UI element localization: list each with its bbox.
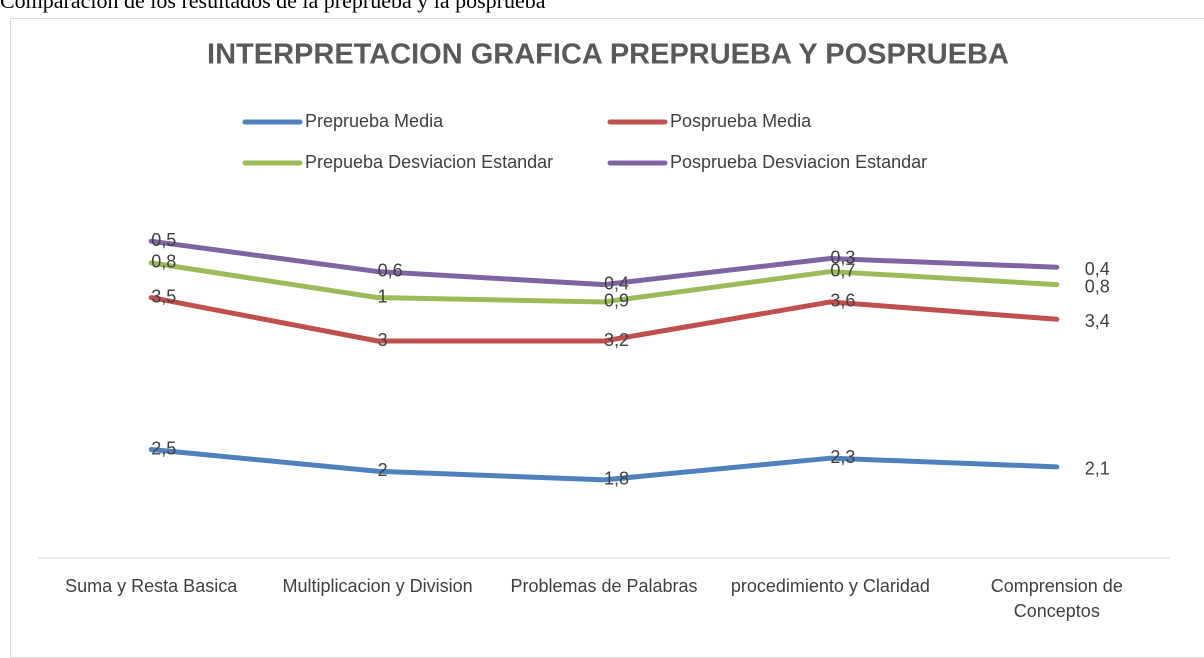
x-tick-label: Suma y Resta Basica	[65, 576, 238, 596]
data-label: 2,3	[830, 447, 855, 467]
legend-label: Prepueba Desviacion Estandar	[305, 152, 553, 172]
data-label: 2	[378, 460, 388, 480]
x-tick-label: Multiplicacion y Division	[282, 576, 473, 596]
x-tick-label: Comprension de Conceptos	[990, 576, 1123, 621]
x-tick-label: Problemas de Palabras	[510, 576, 698, 596]
data-label: 0,8	[1085, 276, 1110, 296]
data-label: 0,4	[604, 273, 629, 293]
chart-title: INTERPRETACION GRAFICA PREPRUEBA Y POSPR…	[207, 39, 1009, 71]
data-label: 3,2	[604, 330, 629, 350]
data-label: 3,4	[1085, 311, 1110, 331]
legend-label: Posprueba Media	[670, 111, 812, 131]
data-label: 3,5	[151, 286, 176, 306]
data-label: 0,6	[378, 260, 403, 280]
data-label: 0,9	[604, 291, 629, 311]
data-label: 0,7	[830, 260, 855, 280]
legend-label: Preprueba Media	[305, 111, 444, 131]
data-label: 1	[378, 286, 388, 306]
x-tick-label: procedimiento y Claridad	[730, 576, 930, 596]
line-series	[148, 260, 1060, 305]
data-label: 3	[378, 330, 388, 350]
data-label: 0,4	[1085, 259, 1110, 279]
data-label: 0,8	[151, 252, 176, 272]
legend-label: Posprueba Desviacion Estandar	[670, 152, 927, 172]
line-series	[148, 238, 1060, 288]
data-label: 2,1	[1085, 459, 1110, 479]
data-label: 1,8	[604, 469, 629, 489]
line-series	[148, 295, 1060, 344]
data-label: 2,5	[151, 438, 176, 458]
data-label: 3,6	[830, 291, 855, 311]
line-series	[148, 447, 1060, 483]
data-label: 0,3	[830, 247, 855, 267]
document-heading: Comparación de los resultados de la prep…	[0, 0, 546, 13]
data-label: 0,5	[151, 230, 176, 250]
